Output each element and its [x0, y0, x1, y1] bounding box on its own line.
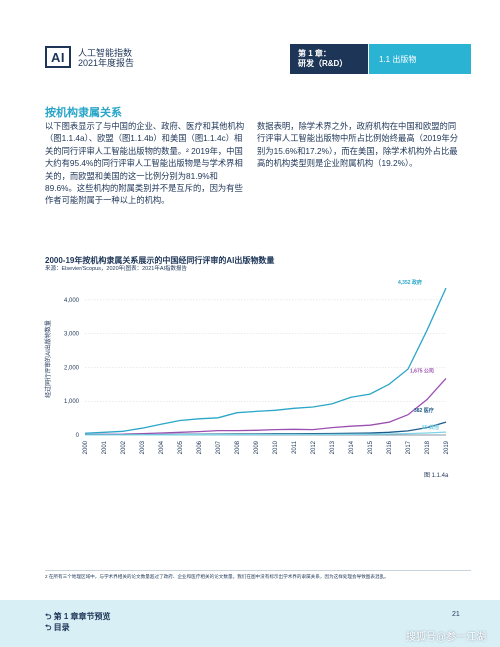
- section-label: 1.1 出版物: [379, 55, 417, 64]
- toc-link[interactable]: ⮌ 目录: [45, 622, 70, 636]
- y-tick-label: 0: [76, 433, 80, 439]
- x-tick-label: 2000: [83, 440, 89, 454]
- series-end-label: 382 医疗: [414, 407, 434, 414]
- series-line-政府: [84, 287, 447, 434]
- right-paragraph: 数据表明，除学术界之外，政府机构在中国和欧盟的同行评审人工智能出版物中所占比例始…: [257, 121, 458, 169]
- x-tick-label: 2007: [216, 440, 222, 454]
- x-tick-label: 2018: [425, 440, 431, 454]
- x-tick-label: 2016: [387, 440, 393, 454]
- report-title-line2: 2021年度报告: [78, 58, 135, 68]
- report-title-line1: 人工智能指数: [78, 48, 133, 58]
- x-tick-label: 2010: [273, 440, 279, 454]
- page-number: 21: [452, 611, 460, 618]
- x-tick-label: 2017: [406, 440, 412, 454]
- series-end-label: 1,675 公司: [410, 367, 434, 374]
- x-tick-label: 2013: [330, 440, 336, 454]
- section-tab[interactable]: 1.1 出版物: [369, 44, 471, 74]
- series-end-label: 85 其他: [422, 424, 439, 431]
- return-arrow-icon: ⮌: [45, 623, 52, 632]
- chapter-name: 研发（R&D）: [298, 59, 348, 68]
- x-tick-label: 2001: [102, 440, 108, 454]
- figure-label: 图 1.1.4a: [424, 473, 449, 479]
- x-tick-label: 2004: [159, 440, 165, 454]
- chart-source: 来源：Elsevier/Scopus，2020年|图表：2021年AI指数报告: [45, 266, 188, 272]
- y-tick-label: 2,000: [64, 365, 80, 371]
- chapter-preview-label: 第 1 章章节预览: [53, 612, 111, 621]
- x-tick-label: 2015: [368, 440, 374, 454]
- series-line-公司: [84, 377, 447, 436]
- x-tick-label: 2014: [349, 440, 355, 454]
- x-tick-label: 2008: [235, 440, 241, 454]
- chapter-preview-link[interactable]: ⮌ 第 1 章章节预览: [45, 611, 111, 625]
- logo-text: AI: [51, 49, 65, 65]
- footnote: 2 在所有三个地理区域中，与学术界相关的论文数量超过了政府、企业和医疗相关的论文…: [45, 574, 389, 579]
- chapter-label: 第 1 章：: [298, 49, 331, 58]
- x-tick-label: 2019: [444, 440, 450, 454]
- x-tick-label: 2003: [140, 440, 146, 454]
- footer: [0, 600, 500, 647]
- x-tick-label: 2002: [121, 440, 127, 454]
- chapter-tab[interactable]: 第 1 章： 研发（R&D）: [290, 44, 368, 74]
- page-header: AI 人工智能指数 2021年度报告 第 1 章： 研发（R&D） 1.1 出版…: [0, 0, 500, 82]
- section-heading: 按机构隶属关系: [45, 107, 122, 119]
- series-line-医疗: [84, 421, 447, 436]
- chart-title: 2000-19年按机构隶属关系展示的中国经同行评审的AI出版物数量: [45, 256, 275, 265]
- x-tick-label: 2011: [292, 440, 298, 454]
- toc-label: 目录: [53, 623, 70, 632]
- x-tick-label: 2012: [311, 440, 317, 454]
- series-end-label: 4,352 政府: [398, 279, 422, 286]
- report-title: 人工智能指数 2021年度报告: [78, 48, 134, 68]
- y-axis-label: 经过同行评审的AI出版物数量: [44, 320, 52, 398]
- y-tick-label: 4,000: [64, 298, 80, 304]
- return-arrow-icon: ⮌: [45, 612, 52, 621]
- y-tick-label: 1,000: [64, 399, 80, 405]
- series-line-其他: [85, 431, 447, 436]
- y-tick-label: 3,000: [64, 332, 80, 338]
- x-tick-label: 2005: [178, 440, 184, 454]
- left-paragraph: 以下图表显示了与中国的企业、政府、医疗和其他机构（图1.1.4a）、欧盟（图1.…: [45, 121, 245, 206]
- x-tick-label: 2009: [254, 440, 260, 454]
- ai-index-logo: AI: [45, 46, 71, 68]
- footnote-divider: [45, 570, 471, 571]
- x-tick-label: 2006: [197, 440, 203, 454]
- watermark: 搜狐号@参一江湖: [406, 632, 487, 643]
